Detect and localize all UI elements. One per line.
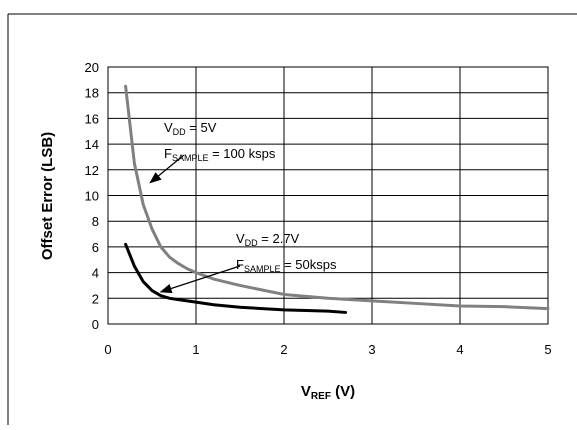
annotation-layer: VDD = 5V FSAMPLE = 100 ksps VDD = 2.7V FSAM… [149, 120, 337, 294]
y-tick-label: 10 [85, 189, 99, 204]
y-tick-label: 6 [92, 240, 99, 255]
y-tick-label: 16 [85, 111, 99, 126]
series-layer [124, 84, 550, 314]
annotation-2-line-2: FSAMPLE = 50ksps [236, 257, 337, 274]
x-tick-label: 3 [368, 342, 375, 357]
plot-area [107, 66, 549, 325]
y-tick-label: 18 [85, 86, 99, 101]
x-tick-label: 5 [544, 342, 551, 357]
x-tick-label: 1 [192, 342, 199, 357]
y-tick-label: 0 [92, 317, 99, 332]
annotation-1-arrow [149, 154, 185, 184]
series-line-1 [124, 84, 550, 311]
y-tick-labels: 0 2 4 6 8 10 12 14 16 18 20 [85, 60, 99, 332]
x-tick-labels: 0 1 2 3 4 5 [104, 342, 551, 357]
x-tick-label: 4 [456, 342, 463, 357]
y-tick-label: 8 [92, 214, 99, 229]
y-tick-label: 12 [85, 163, 99, 178]
x-tick-label: 0 [104, 342, 111, 357]
annotation-1-line-1: VDD = 5V [164, 120, 217, 137]
grid [107, 66, 549, 325]
x-tick-label: 2 [280, 342, 287, 357]
y-axis-title: Offset Error (LSB) [39, 132, 56, 260]
y-tick-label: 14 [85, 137, 99, 152]
annotation-1-line-2: FSAMPLE = 100 ksps [164, 146, 276, 163]
y-tick-label: 20 [85, 60, 99, 75]
series-line-2 [124, 242, 348, 314]
annotation-2-arrow [159, 265, 241, 294]
y-tick-label: 4 [92, 266, 99, 281]
y-tick-label: 2 [92, 291, 99, 306]
x-axis-title: VREF (V) [301, 383, 355, 402]
annotation-2-line-1: VDD = 2.7V [236, 231, 300, 248]
